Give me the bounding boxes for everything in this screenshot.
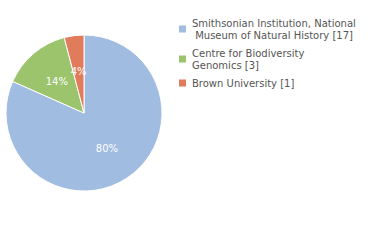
svg-text:Smithsonian Institution, Natio: Smithsonian Institution, National [192,18,356,29]
svg-text:Centre for Biodiversity: Centre for Biodiversity [192,48,308,59]
svg-text:80%: 80% [96,143,118,154]
svg-text:Genomics [3]: Genomics [3] [192,60,259,71]
svg-text:14%: 14% [46,76,68,87]
svg-text:4%: 4% [71,66,87,77]
svg-text:Museum of Natural History [17]: Museum of Natural History [17] [192,30,353,41]
svg-text:Brown University [1]: Brown University [1] [192,78,294,89]
